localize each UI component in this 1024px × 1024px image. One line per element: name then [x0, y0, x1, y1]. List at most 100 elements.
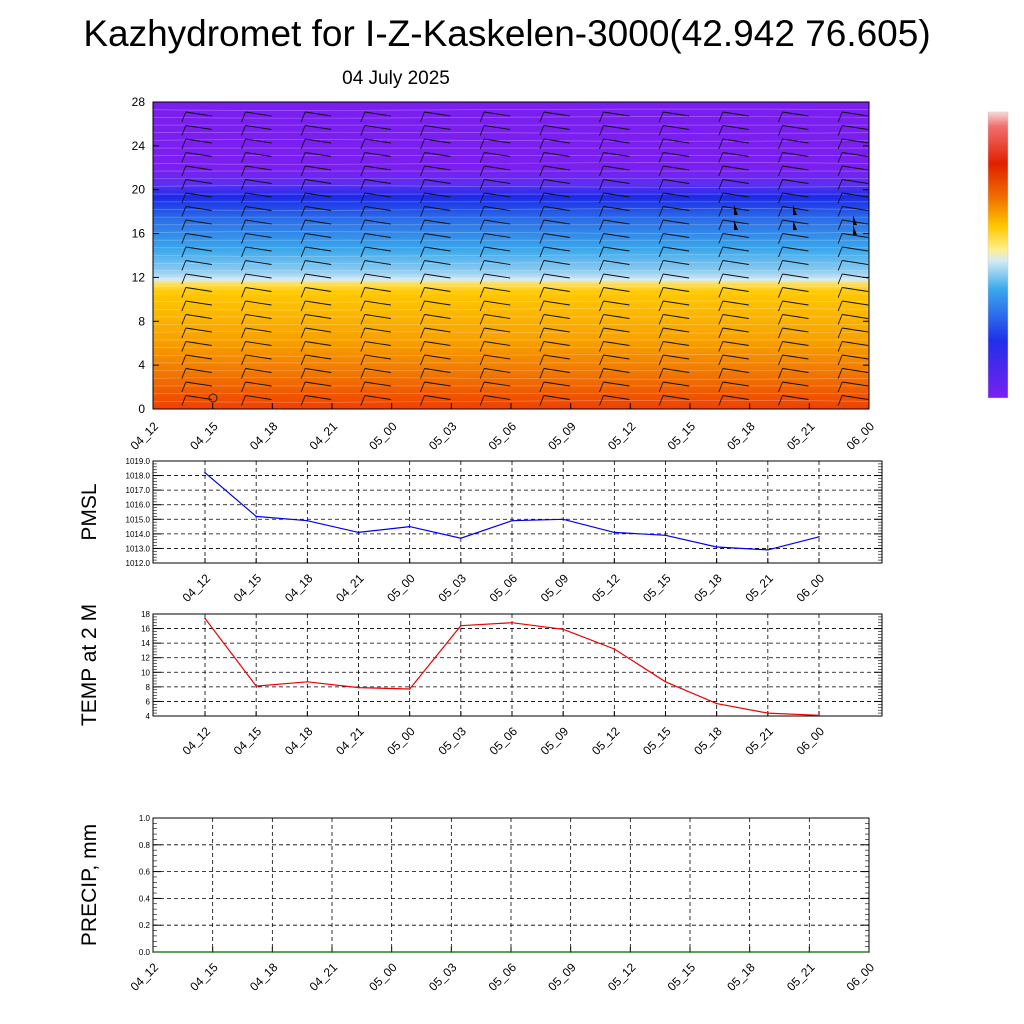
- wind-barb: [837, 233, 869, 244]
- wind-barb: [360, 273, 391, 285]
- temp-point: [306, 680, 309, 683]
- wind-barb: [479, 111, 511, 123]
- wind-barb: [420, 165, 451, 177]
- wind-barb: [837, 165, 869, 177]
- pmsl-frame: [152, 460, 883, 564]
- pmsl-point: [255, 515, 257, 518]
- contour-line: [152, 285, 870, 288]
- y-tick-label: 1.0: [139, 814, 151, 823]
- wind-barb: [360, 192, 391, 204]
- wind-barb: [360, 138, 391, 150]
- wind-barb: [300, 327, 332, 339]
- wind-barb: [539, 381, 570, 393]
- x-tick-label: 05_06: [486, 960, 520, 994]
- wind-barb: [360, 179, 391, 190]
- wind-barb: [241, 327, 272, 339]
- wind-barb: [718, 152, 749, 163]
- wind-barb: [837, 368, 869, 379]
- x-tick-label: 04_12: [128, 960, 162, 994]
- wind-barb: [837, 327, 869, 339]
- wind-barb: [420, 273, 451, 285]
- wind-barb: [599, 314, 630, 325]
- wind-barb: [599, 395, 630, 406]
- wind-barb: [539, 179, 570, 190]
- precip-point: [271, 951, 274, 953]
- wind-barb: [778, 287, 809, 298]
- pmsl-ylabel: PMSL: [78, 483, 101, 540]
- wind-barb: [181, 273, 212, 285]
- wind-barb: [778, 219, 809, 231]
- wind-barb: [300, 395, 332, 406]
- wind-barb: [599, 273, 630, 285]
- y-tick-label: 24: [132, 139, 146, 153]
- wind-barb: [778, 368, 809, 379]
- x-tick-label: 06_00: [844, 960, 878, 994]
- y-tick-label: 14: [141, 639, 150, 648]
- wind-barb: [479, 314, 511, 325]
- wind-barb: [658, 152, 690, 163]
- wind-barb: [300, 179, 332, 190]
- x-tick-label: 05_03: [435, 724, 469, 758]
- wind-barb: [300, 138, 332, 150]
- x-tick-label: 05_15: [640, 724, 674, 758]
- y-tick-label: 1014.0: [126, 530, 151, 539]
- wind-barb: [241, 260, 272, 271]
- wind-barb: [241, 381, 272, 393]
- y-tick-label: 28: [132, 95, 146, 109]
- wind-barb: [599, 368, 630, 379]
- wind-barb: [300, 341, 332, 352]
- wind-barb: [241, 138, 272, 150]
- wind-barb: [479, 152, 511, 163]
- pmsl-point: [460, 537, 462, 540]
- y-tick-label: 1012.0: [126, 559, 151, 568]
- date-subtitle: 04 July 2025: [342, 68, 450, 89]
- wind-barb: [181, 287, 212, 298]
- wind-barb: [837, 192, 869, 204]
- precip-point: [689, 951, 691, 953]
- wind-barb: [658, 327, 690, 339]
- wind-barb: [420, 287, 451, 298]
- temp-point: [511, 621, 513, 624]
- precip-point: [390, 951, 393, 953]
- wind-barb: [360, 381, 391, 393]
- wind-barb: [300, 111, 332, 123]
- wind-barb: [718, 287, 749, 298]
- temp-point: [715, 702, 718, 705]
- y-tick-label: 0.6: [139, 868, 151, 877]
- wind-barb: [599, 138, 630, 150]
- wind-barb: [241, 219, 272, 231]
- pmsl-point: [204, 471, 206, 474]
- wind-barb: [658, 395, 690, 406]
- wind-barb: [718, 300, 749, 312]
- wind-barb: [479, 260, 511, 271]
- x-tick-label: 04_18: [247, 960, 281, 994]
- y-tick-label: 4: [138, 358, 145, 372]
- y-tick-label: 0.4: [139, 894, 151, 903]
- x-tick-label: 04_12: [180, 724, 214, 758]
- wind-barb: [300, 314, 332, 325]
- contour-line: [152, 254, 870, 257]
- calm-marker: [208, 393, 218, 403]
- wind-barb: [718, 395, 749, 406]
- pmsl-panel: 1012.0 1013.0 1014.0 1015.0 1016.0 1017.0 1018…: [78, 457, 883, 605]
- wind-barb: [658, 381, 690, 393]
- wind-barb: [599, 287, 630, 298]
- precip-point: [331, 951, 333, 953]
- wind-barb: [479, 368, 511, 379]
- wind-barb: [539, 287, 570, 298]
- wind-barb: [718, 111, 749, 123]
- wind-barb: [778, 125, 809, 136]
- wind-pennant: [853, 215, 857, 225]
- wind-barb: [420, 327, 451, 339]
- precip-ylabel: PRECIP, mm: [78, 824, 101, 946]
- wind-barb: [360, 219, 391, 231]
- wind-barb: [658, 233, 690, 244]
- y-tick-label: 4: [146, 712, 151, 721]
- wind-barb: [539, 111, 570, 123]
- wind-barb: [420, 179, 451, 190]
- wind-barb: [539, 368, 570, 379]
- wind-barb: [778, 152, 809, 163]
- wind-barb: [181, 300, 212, 312]
- wind-barb: [778, 179, 809, 190]
- y-tick-label: 0: [138, 402, 145, 416]
